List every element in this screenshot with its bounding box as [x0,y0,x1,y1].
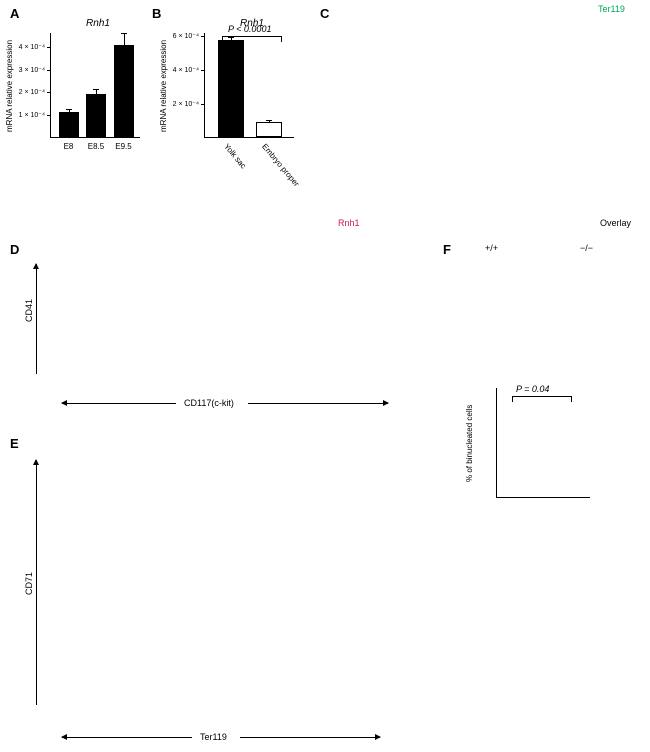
panel-e-ylabel: CD71 [24,572,34,595]
panel-f-img-ko [547,258,639,358]
panel-f-chart: % of binucleated cells [496,388,590,498]
panel-f-geno-ko: −/− [580,243,593,253]
panel-a-chart: Rnh1 mRNA relative expression 1 × 10⁻⁴2 … [50,18,140,138]
panel-b-pvalue: P < 0.0001 [228,24,271,34]
panel-f-img-wt [452,258,544,358]
panel-f-bracket [512,396,572,402]
panel-label-c: C [320,6,329,21]
panel-c-rnh1 [332,115,481,214]
panel-label-b: B [152,6,161,21]
panel-label-d: D [10,242,19,257]
panel-f-ylabel: % of binucleated cells [465,388,474,498]
panel-f-images [452,258,639,358]
panel-a-title: Rnh1 [56,18,140,29]
panel-b-ylabel: mRNA relative expression [159,33,168,138]
panel-d-ylabel: CD41 [24,299,34,322]
panel-e-xarrow-l [62,737,192,738]
panel-e-xlabel: Ter119 [200,732,227,742]
panel-c-label-ter119: Ter119 [598,4,625,14]
panel-label-a: A [10,6,19,21]
panel-c-grayscale [332,14,481,113]
panel-d-yarrow [36,264,37,374]
panel-d-xarrow [248,403,388,404]
panel-label-e: E [10,436,19,451]
panel-e-yarrow [36,460,37,705]
panel-b-bracket [222,36,282,42]
panel-f-pvalue: P = 0.04 [516,384,549,394]
panel-label-f: F [443,242,451,257]
panel-a-ylabel: mRNA relative expression [5,33,14,138]
panel-c-label-overlay: Overlay [600,218,631,228]
panel-c-ter119 [483,14,632,113]
panel-f-geno-wt: +/+ [485,243,498,253]
panel-c-label-rnh1: Rnh1 [338,218,360,228]
panel-c-grid [332,14,632,214]
panel-d-xlabel: CD117(c-kit) [184,398,234,408]
panel-c-overlay [483,115,632,214]
panel-e-xarrow [240,737,380,738]
panel-d-xarrow-l [62,403,176,404]
